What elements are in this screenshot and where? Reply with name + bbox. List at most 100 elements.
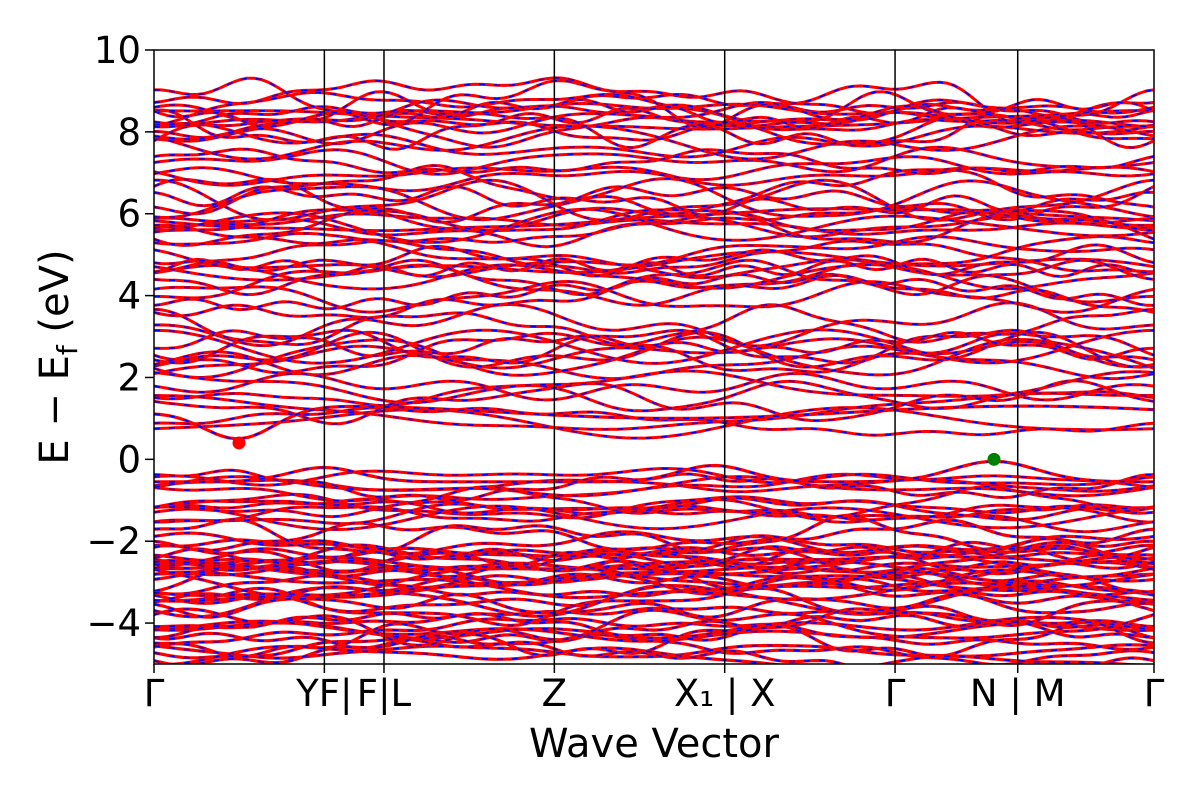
band-line-spin-down	[154, 185, 1154, 216]
x-tick-label: N | M	[970, 672, 1066, 715]
band-line-spin-down	[154, 605, 1154, 642]
band-line-spin-down	[154, 566, 1154, 597]
band-line-spin-down	[154, 617, 1154, 651]
band-line-spin-down	[154, 608, 1154, 647]
band-line-spin-down	[154, 473, 1154, 502]
band-line-spin-down	[154, 574, 1154, 597]
band-line-spin-down	[154, 498, 1154, 533]
band-line-spin-down	[154, 467, 1154, 486]
y-tick-label: −2	[86, 520, 141, 563]
band-line-spin-down	[154, 102, 1154, 128]
band-line-spin-down	[154, 235, 1154, 278]
band-line-spin-up	[154, 592, 1154, 619]
band-line-spin-down	[154, 514, 1154, 554]
x-tick-label: Γ	[1144, 672, 1165, 715]
band-line-spin-down	[154, 91, 1154, 131]
x-axis-title: Wave Vector	[529, 721, 780, 767]
y-axis-title-main: E − E	[32, 355, 78, 465]
band-line-spin-down	[154, 101, 1154, 145]
x-axis-ticks: Γ YF| F|L Z X₁ | X Γ N | M Γ	[144, 664, 1165, 715]
y-axis-title-subscript: f	[51, 344, 84, 355]
y-tick-label: 10	[94, 29, 141, 72]
y-tick-label: 0	[117, 438, 141, 481]
band-line-spin-down	[154, 555, 1154, 572]
band-line-spin-down	[154, 250, 1154, 281]
band-line-spin-down	[154, 505, 1154, 531]
band-line-spin-down	[154, 475, 1154, 497]
y-axis-title: E − Ef (eV)	[32, 249, 84, 464]
plot-frame	[153, 49, 1155, 665]
band-line-spin-down	[154, 345, 1154, 380]
y-tick-label: 4	[117, 275, 141, 318]
band-line-spin-down	[154, 259, 1154, 296]
y-axis-title-unit: (eV)	[32, 249, 78, 345]
x-tick-label: Z	[542, 672, 567, 715]
bands-layer	[154, 76, 1154, 664]
band-line-spin-down	[154, 559, 1154, 579]
band-line-spin-down	[154, 541, 1154, 567]
band-line-spin-down	[154, 148, 1154, 175]
band-line-spin-down	[154, 548, 1154, 574]
band-line-spin-down	[154, 98, 1154, 129]
band-line-spin-down	[154, 337, 1154, 376]
band-line-spin-up	[154, 459, 1154, 484]
band-line-spin-down	[154, 497, 1154, 514]
x-tick-label: YF|	[295, 672, 352, 715]
band-line-spin-down	[154, 206, 1154, 245]
band-line-spin-down	[154, 111, 1154, 141]
band-line-spin-down	[154, 405, 1154, 440]
band-line-spin-down	[154, 177, 1154, 221]
band-line-spin-down	[154, 178, 1154, 224]
band-line-spin-down	[154, 493, 1154, 521]
y-tick-label: 8	[117, 111, 141, 154]
band-line-spin-down	[154, 273, 1154, 311]
band-line-spin-down	[154, 331, 1154, 368]
y-axis-ticks: −4 −2 0 2 4 6 8 10	[86, 29, 154, 645]
band-line-spin-down	[154, 407, 1154, 437]
band-line-spin-down	[154, 571, 1154, 601]
band-line-spin-up	[154, 303, 1154, 347]
band-line-spin-down	[165, 645, 1137, 664]
band-line-spin-down	[154, 634, 1154, 664]
band-line-spin-up	[154, 124, 1154, 161]
band-line-spin-down	[154, 573, 1154, 613]
band-line-spin-down	[154, 485, 1154, 518]
band-line-spin-down	[154, 280, 1154, 314]
band-line-spin-down	[154, 606, 1154, 629]
band-line-spin-down	[154, 519, 1154, 552]
band-line-spin-down	[154, 504, 1154, 524]
band-line-spin-down	[154, 155, 1154, 192]
band-line-spin-down	[154, 109, 1154, 130]
cbm-marker	[232, 436, 246, 450]
band-line-spin-down	[154, 587, 1154, 627]
band-line-spin-down	[154, 406, 1154, 439]
band-line-spin-down	[154, 584, 1154, 618]
band-line-spin-down	[154, 538, 1154, 558]
y-tick-label: 2	[117, 356, 141, 399]
band-line-spin-down	[154, 379, 1154, 425]
band-line-spin-down	[154, 166, 1154, 187]
band-line-spin-down	[154, 547, 1154, 572]
kpoint-divider-lines	[323, 50, 1019, 664]
band-edge-markers	[232, 436, 1001, 466]
band-line-spin-down	[154, 146, 1154, 176]
vbm-marker	[987, 452, 1001, 466]
band-line-spin-down	[154, 232, 1154, 279]
band-line-spin-down	[154, 372, 1154, 401]
band-line-spin-down	[154, 643, 1154, 659]
x-tick-label: Γ	[885, 672, 906, 715]
band-line-spin-down	[154, 209, 1154, 232]
band-line-spin-down	[154, 301, 1154, 347]
band-line-spin-down	[154, 244, 1154, 277]
band-line-spin-down	[154, 274, 1154, 319]
band-line-spin-down	[154, 469, 1154, 502]
x-tick-label: F|L	[357, 672, 412, 715]
band-line-spin-down	[154, 460, 1154, 483]
y-tick-label: 6	[117, 193, 141, 236]
band-line-spin-down	[154, 207, 1154, 232]
band-line-spin-down	[154, 332, 1154, 374]
x-tick-label: Γ	[144, 672, 165, 715]
band-line-spin-down	[154, 616, 1154, 640]
band-line-spin-down	[154, 633, 1154, 664]
